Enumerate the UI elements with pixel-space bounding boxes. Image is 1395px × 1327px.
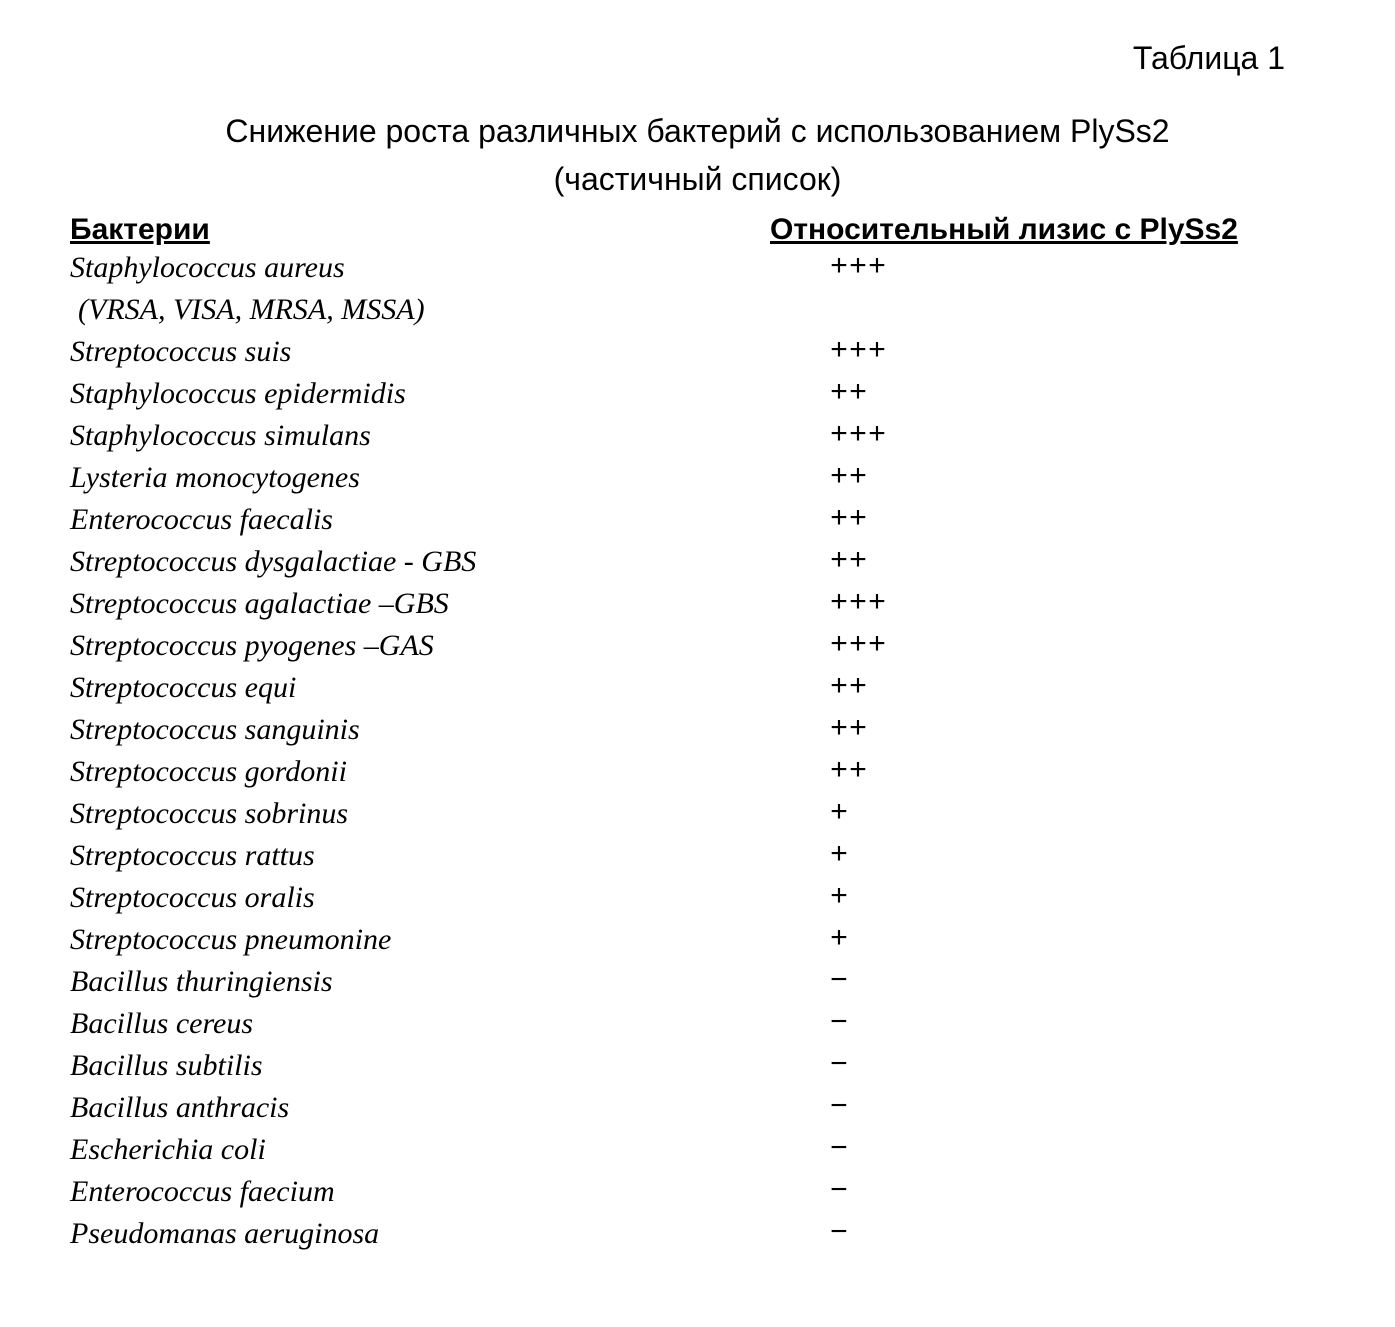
lysis-value: ++ [770, 541, 1345, 583]
bacteria-name: Streptococcus sobrinus [50, 793, 770, 835]
header-row: Бактерии Относительный лизис с PlySs2 [50, 213, 1345, 247]
table-row: Streptococcus equi++ [50, 667, 1345, 709]
bacteria-name: Bacillus anthracis [50, 1087, 770, 1129]
table-row: Streptococcus agalactiae –GBS+++ [50, 583, 1345, 625]
title-line-1: Снижение роста различных бактерий с испо… [225, 113, 1169, 149]
table-row: Streptococcus rattus+ [50, 835, 1345, 877]
table-row: Staphylococcus aureus (VRSA, VISA, MRSA,… [50, 247, 1345, 331]
table-row: Streptococcus oralis+ [50, 877, 1345, 919]
bacteria-name: Staphylococcus epidermidis [50, 373, 770, 415]
bacteria-name: Escherichia coli [50, 1129, 770, 1171]
bacteria-name: Streptococcus pneumonine [50, 919, 770, 961]
bacteria-name: Enterococcus faecalis [50, 499, 770, 541]
bacteria-subtype: (VRSA, VISA, MRSA, MSSA) [70, 289, 770, 331]
lysis-value: − [770, 1129, 1345, 1171]
lysis-value: +++ [770, 331, 1345, 373]
bacteria-name: Streptococcus sanguinis [50, 709, 770, 751]
table-row: Staphylococcus simulans+++ [50, 415, 1345, 457]
table-row: Streptococcus suis+++ [50, 331, 1345, 373]
bacteria-name: Pseudomanas aeruginosa [50, 1213, 770, 1255]
bacteria-name: Streptococcus suis [50, 331, 770, 373]
lysis-value: − [770, 1003, 1345, 1045]
bacteria-name: Lysteria monocytogenes [50, 457, 770, 499]
bacteria-name: Streptococcus gordonii [50, 751, 770, 793]
bacteria-name: Streptococcus oralis [50, 877, 770, 919]
lysis-value: ++ [770, 751, 1345, 793]
lysis-value: ++ [770, 373, 1345, 415]
lysis-value: + [770, 877, 1345, 919]
table-row: Bacillus anthracis− [50, 1087, 1345, 1129]
bacteria-name: Bacillus subtilis [50, 1045, 770, 1087]
bacteria-name: Staphylococcus simulans [50, 415, 770, 457]
table-row: Pseudomanas aeruginosa− [50, 1213, 1345, 1255]
lysis-value: +++ [770, 625, 1345, 667]
table-row: Escherichia coli− [50, 1129, 1345, 1171]
table-row: Enterococcus faecium− [50, 1171, 1345, 1213]
lysis-value: ++ [770, 499, 1345, 541]
lysis-value: +++ [770, 247, 1345, 289]
bacteria-name: Streptococcus equi [50, 667, 770, 709]
bacteria-name: Enterococcus faecium [50, 1171, 770, 1213]
table-row: Enterococcus faecalis++ [50, 499, 1345, 541]
bacteria-name: Staphylococcus aureus (VRSA, VISA, MRSA,… [50, 247, 770, 331]
title-line-2: (частичный список) [554, 161, 842, 197]
table-row: Bacillus subtilis− [50, 1045, 1345, 1087]
bacteria-name: Streptococcus agalactiae –GBS [50, 583, 770, 625]
lysis-value: + [770, 919, 1345, 961]
table-row: Bacillus cereus− [50, 1003, 1345, 1045]
table-row: Streptococcus pyogenes –GAS+++ [50, 625, 1345, 667]
lysis-value: + [770, 793, 1345, 835]
bacteria-name: Streptococcus rattus [50, 835, 770, 877]
table-row: Staphylococcus epidermidis++ [50, 373, 1345, 415]
bacteria-name: Bacillus cereus [50, 1003, 770, 1045]
lysis-value: ++ [770, 709, 1345, 751]
lysis-value: + [770, 835, 1345, 877]
lysis-value: − [770, 961, 1345, 1003]
bacteria-name: Streptococcus pyogenes –GAS [50, 625, 770, 667]
column-header-bacteria: Бактерии [70, 213, 210, 246]
table-row: Streptococcus pneumonine+ [50, 919, 1345, 961]
table-body: Staphylococcus aureus (VRSA, VISA, MRSA,… [50, 247, 1345, 1255]
column-header-lysis: Относительный лизис с PlySs2 [770, 213, 1238, 246]
lysis-value: +++ [770, 583, 1345, 625]
table-row: Streptococcus sanguinis++ [50, 709, 1345, 751]
table-row: Streptococcus sobrinus+ [50, 793, 1345, 835]
table-row: Lysteria monocytogenes++ [50, 457, 1345, 499]
bacteria-name: Bacillus thuringiensis [50, 961, 770, 1003]
table-title: Снижение роста различных бактерий с испо… [50, 107, 1345, 203]
lysis-value: ++ [770, 457, 1345, 499]
table-row: Bacillus thuringiensis− [50, 961, 1345, 1003]
lysis-value: − [770, 1171, 1345, 1213]
lysis-value: +++ [770, 415, 1345, 457]
lysis-value: − [770, 1213, 1345, 1255]
lysis-value: − [770, 1045, 1345, 1087]
lysis-value: ++ [770, 667, 1345, 709]
table-row: Streptococcus gordonii++ [50, 751, 1345, 793]
table-row: Streptococcus dysgalactiae - GBS++ [50, 541, 1345, 583]
bacteria-name: Streptococcus dysgalactiae - GBS [50, 541, 770, 583]
table-label: Таблица 1 [50, 40, 1345, 77]
lysis-value: − [770, 1087, 1345, 1129]
